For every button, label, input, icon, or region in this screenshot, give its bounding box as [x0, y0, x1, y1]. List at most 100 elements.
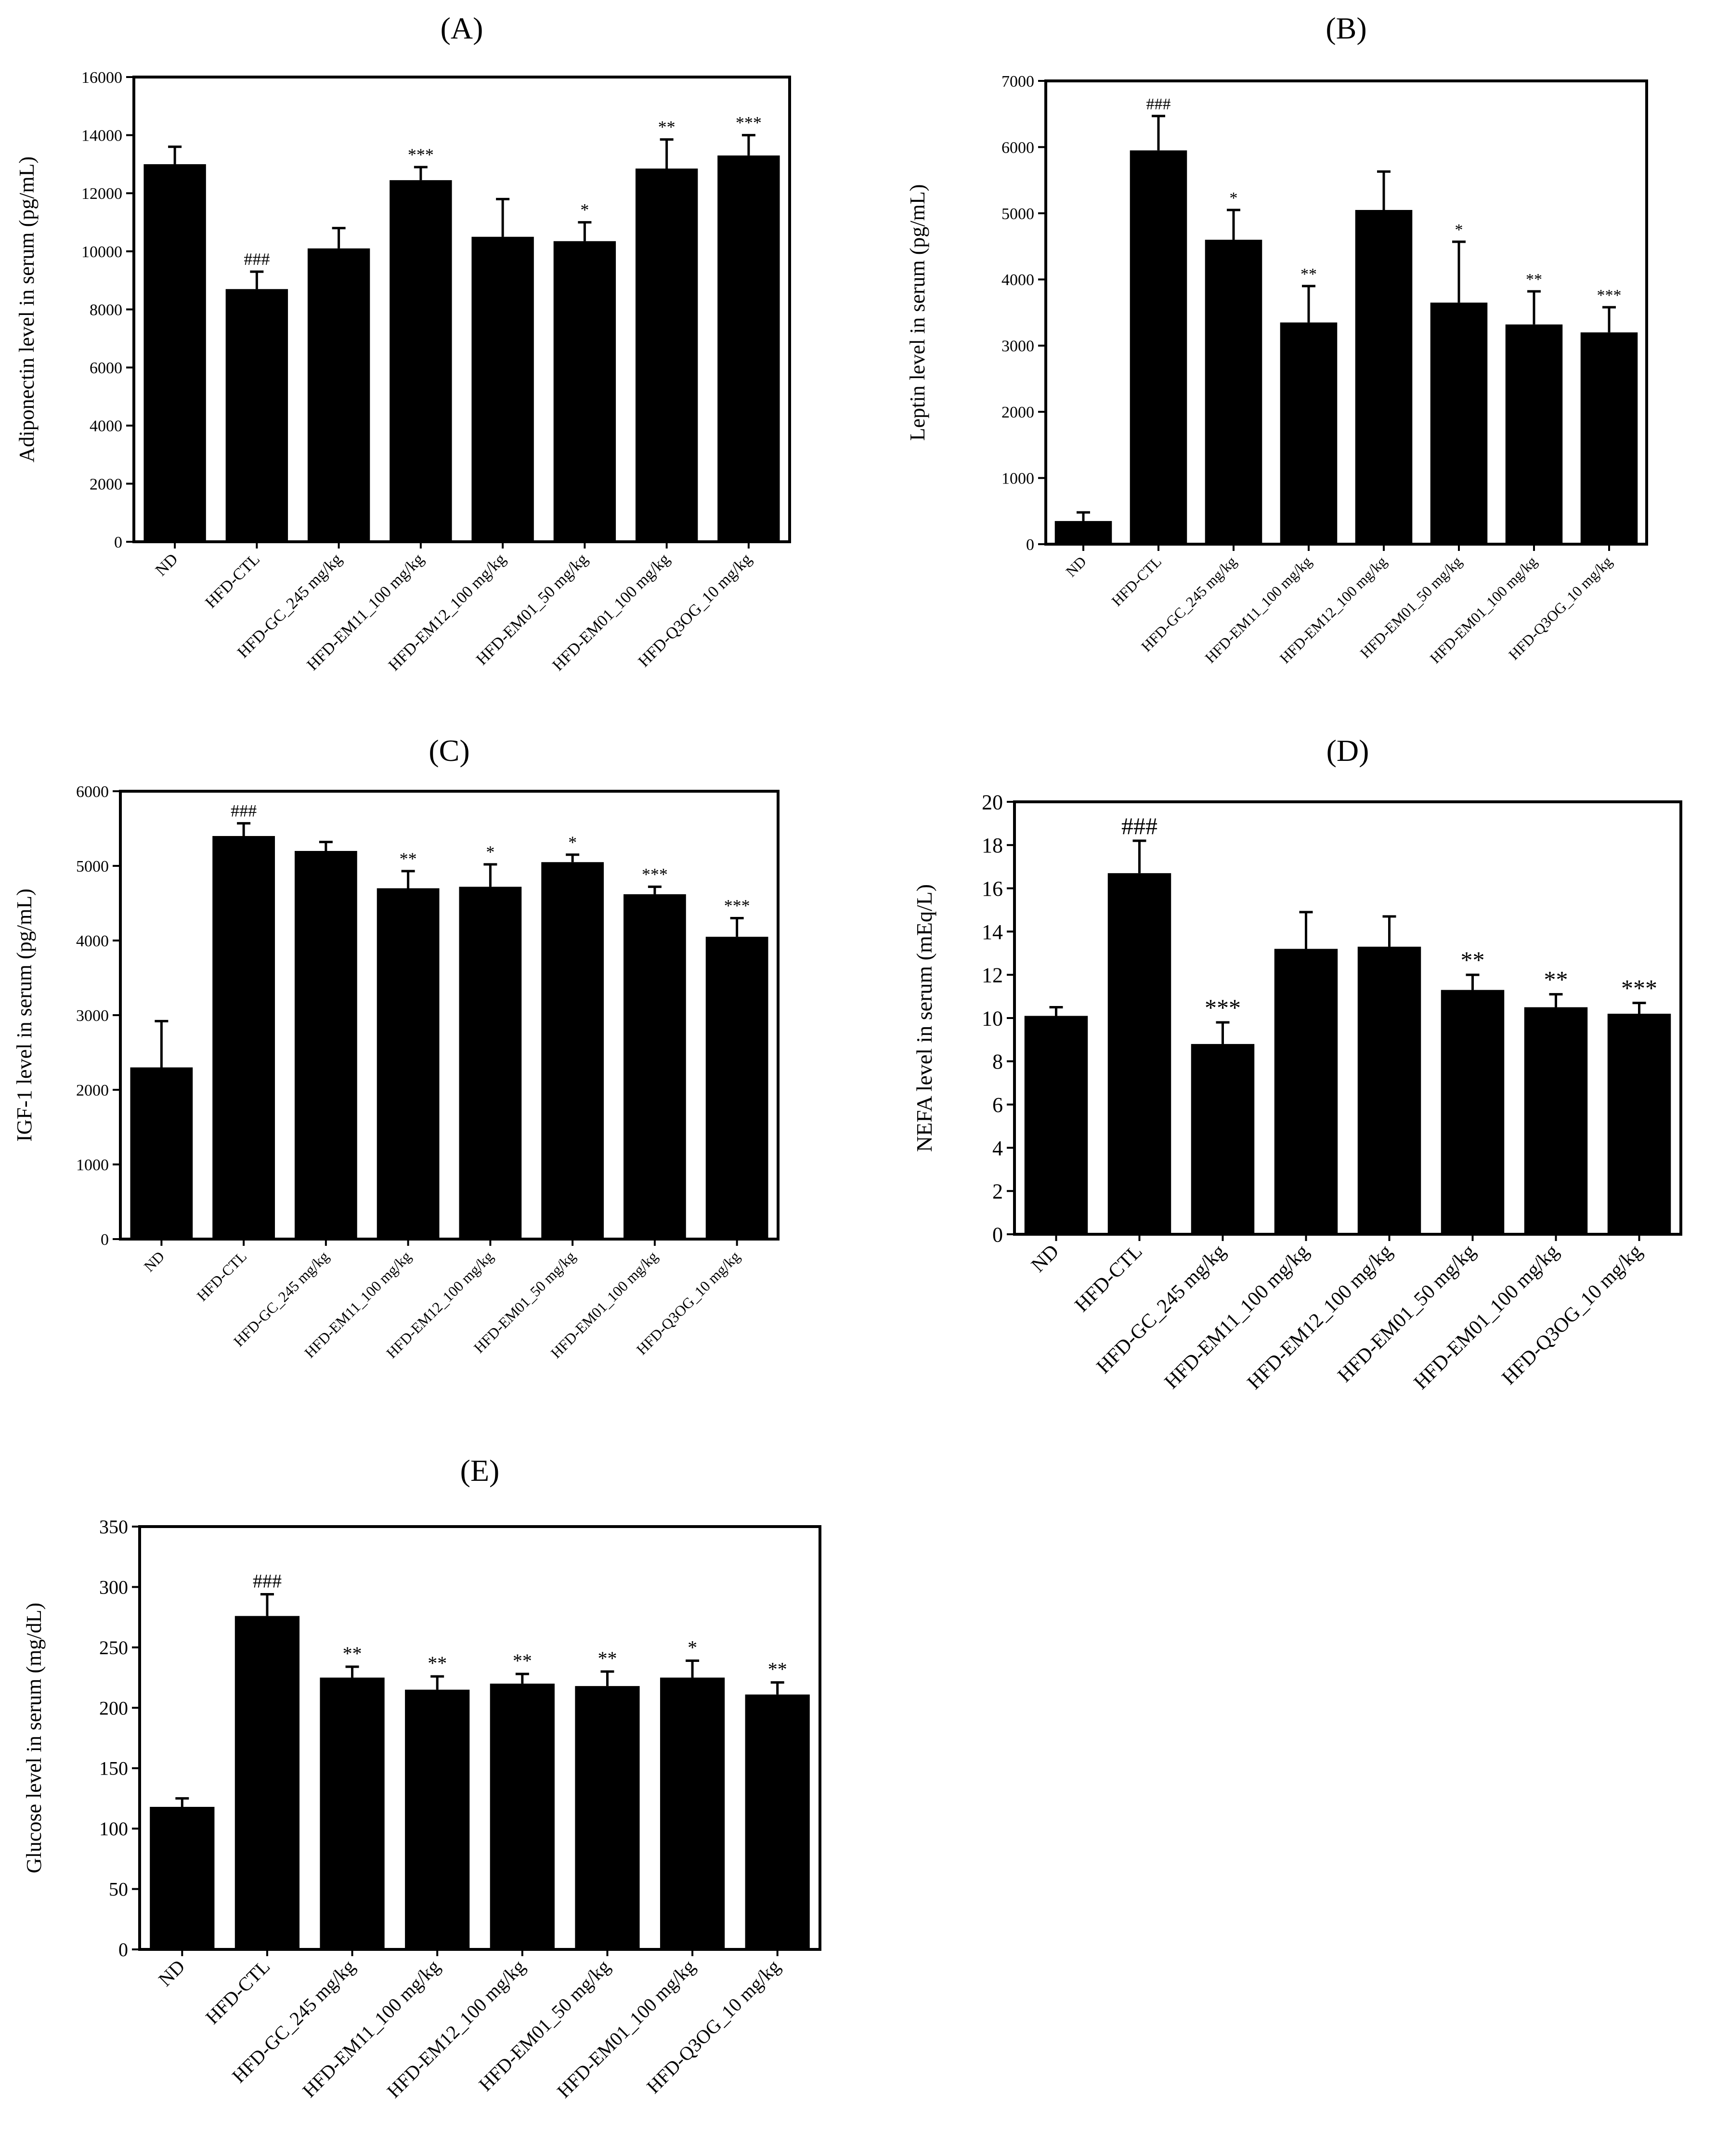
- category-label: ND: [141, 1248, 168, 1275]
- category-label: HFD-CTL: [201, 1956, 274, 2028]
- y-tick-label: 10000: [81, 243, 122, 261]
- bar: [1130, 150, 1187, 544]
- y-tick-label: 6: [992, 1093, 1003, 1117]
- chart-panel-1: (A) 0 2000 4000 6000 8000 10000 12000 14000 16000…: [15, 11, 791, 674]
- bar: [1107, 873, 1171, 1234]
- category-label: HFD-EM11_100 mg/kg: [298, 1956, 444, 2102]
- significance-label: ###: [244, 249, 270, 269]
- y-tick-label: 14: [982, 920, 1003, 944]
- category-label: HFD-CTL: [194, 1248, 250, 1304]
- category-label: HFD-CTL: [202, 550, 263, 612]
- y-tick-label: 20: [982, 790, 1003, 814]
- significance-label: **: [400, 849, 417, 868]
- bar: [1205, 239, 1262, 544]
- category-label: ND: [1063, 553, 1090, 580]
- significance-label: **: [1461, 946, 1485, 973]
- bar: [390, 180, 452, 542]
- category-label: HFD-Q3OG_10 mg/kg: [1498, 1241, 1647, 1389]
- y-tick-label: 8000: [90, 301, 122, 319]
- significance-label: **: [1300, 265, 1317, 283]
- panel-title: (A): [441, 11, 483, 45]
- bar: [660, 1677, 725, 1949]
- category-label: HFD-EM11_100 mg/kg: [1160, 1241, 1313, 1394]
- y-tick-label: 2: [992, 1180, 1003, 1203]
- bar: [1580, 332, 1638, 544]
- y-tick-label: 14000: [81, 127, 122, 145]
- y-tick-label: 250: [99, 1637, 128, 1659]
- panel-title: (E): [460, 1453, 500, 1488]
- y-tick-label: 150: [99, 1758, 128, 1779]
- bar: [1441, 990, 1505, 1234]
- y-tick-label: 4000: [90, 418, 122, 435]
- bar: [1054, 521, 1112, 544]
- y-tick-label: 0: [101, 1231, 109, 1249]
- bar: [705, 937, 768, 1239]
- bar: [377, 888, 440, 1239]
- y-tick-label: 50: [109, 1879, 128, 1900]
- y-tick-label: 2000: [76, 1082, 109, 1099]
- significance-label: ***: [724, 896, 750, 915]
- y-tick-label: 4000: [76, 932, 109, 950]
- significance-label: ***: [642, 864, 668, 884]
- bar: [1274, 949, 1338, 1234]
- significance-label: ***: [736, 113, 762, 132]
- y-tick-label: 4000: [1001, 271, 1034, 289]
- significance-label: ###: [231, 801, 257, 821]
- bar: [225, 289, 288, 542]
- y-tick-label: 7000: [1001, 73, 1034, 91]
- y-tick-label: 0: [118, 1939, 128, 1960]
- bar: [150, 1806, 215, 1949]
- y-tick-label: 1000: [76, 1156, 109, 1174]
- chart-panel-3: (C) 0 1000 2000 3000 4000 5000 6000 IGF-1 level …: [13, 733, 780, 1361]
- significance-label: **: [343, 1643, 362, 1664]
- bar: [459, 887, 522, 1239]
- bar: [320, 1677, 385, 1949]
- bar: [745, 1694, 810, 1949]
- plot-frame: [1044, 79, 1648, 546]
- significance-label: ###: [1146, 95, 1171, 113]
- y-axis-label: Leptin level in serum (pg/mL): [906, 184, 929, 441]
- bar: [1280, 322, 1338, 544]
- y-axis-label: Glucose level in serum (mg/dL): [22, 1603, 46, 1873]
- y-tick-label: 16000: [81, 69, 122, 87]
- significance-label: ***: [1205, 994, 1241, 1021]
- significance-label: ***: [1621, 975, 1657, 1002]
- bar: [575, 1686, 640, 1949]
- category-label: ND: [152, 550, 182, 579]
- significance-label: ###: [1121, 812, 1157, 839]
- bar: [1607, 1014, 1671, 1234]
- bar: [1524, 1007, 1588, 1234]
- category-label: HFD-EM01_50 mg/kg: [1334, 1241, 1480, 1387]
- y-tick-label: 0: [114, 534, 122, 551]
- category-label: HFD-EM12_100 mg/kg: [1243, 1241, 1397, 1394]
- bar: [143, 164, 206, 542]
- bar: [1505, 324, 1563, 544]
- category-label: HFD-CTL: [1071, 1241, 1147, 1317]
- bar: [471, 236, 534, 542]
- bar: [294, 851, 357, 1239]
- y-tick-label: 6000: [76, 783, 109, 801]
- significance-label: **: [768, 1659, 787, 1680]
- y-axis-label: Adiponectin level in serum (pg/mL): [15, 157, 39, 462]
- bar: [1430, 302, 1488, 544]
- bar: [553, 241, 616, 542]
- chart-panel-2: (B) 0 1000 2000 3000 4000 5000 6000 7000 Leptin l…: [906, 11, 1648, 666]
- significance-label: *: [1455, 221, 1463, 239]
- category-label: HFD-EM01_100 mg/kg: [1410, 1241, 1563, 1394]
- bar: [541, 862, 604, 1239]
- y-tick-label: 3000: [1001, 338, 1034, 355]
- y-axis-label: NEFA level in serum (mEq/L): [912, 884, 936, 1152]
- y-tick-label: 5000: [1001, 205, 1034, 223]
- plot-frame: [138, 1525, 821, 1951]
- y-tick-label: 0: [1026, 536, 1034, 554]
- category-label: ND: [1027, 1241, 1063, 1277]
- y-tick-label: 12000: [81, 185, 122, 203]
- category-label: HFD-EM12_100 mg/kg: [383, 1956, 529, 2102]
- chart-panel-4: (D) 0 2 4 6 8 10 12 14 16 18 20 NEFA level in serum …: [912, 733, 1682, 1394]
- y-tick-label: 4: [992, 1137, 1003, 1160]
- bar: [405, 1689, 470, 1949]
- bar: [234, 1616, 300, 1949]
- y-tick-label: 6000: [90, 359, 122, 377]
- bar: [623, 894, 686, 1239]
- bar: [717, 155, 780, 542]
